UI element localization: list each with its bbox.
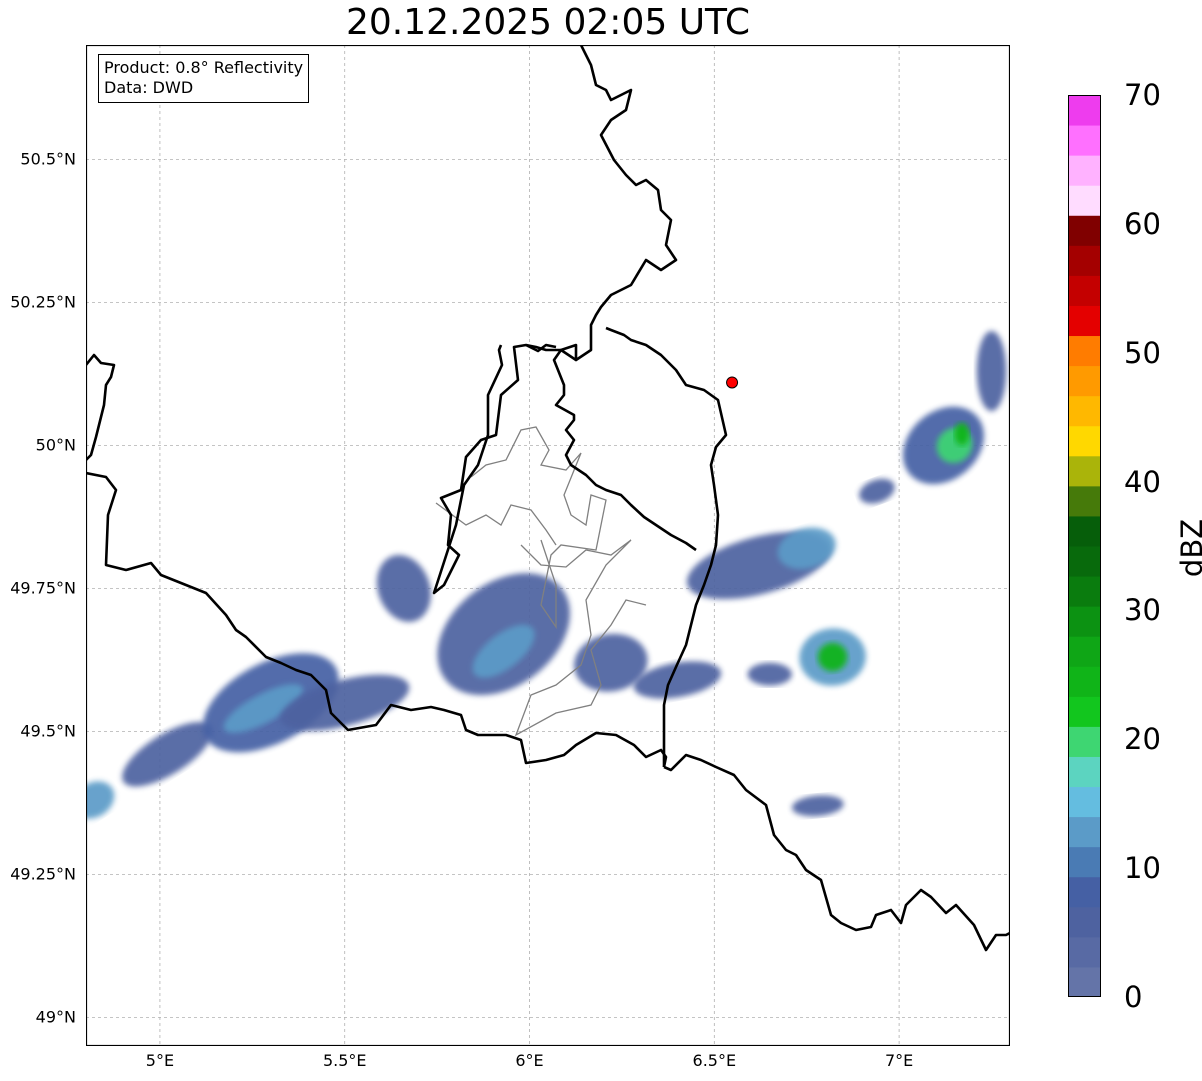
colorbar-segment — [1068, 275, 1101, 306]
colorbar-segment — [1068, 245, 1101, 276]
colorbar-segment — [1068, 335, 1101, 367]
colorbar-tick-label: 40 — [1124, 464, 1161, 499]
data-source-label: Data: DWD — [104, 78, 194, 97]
colorbar-segment — [1068, 546, 1101, 577]
colorbar-segment — [1068, 936, 1101, 968]
lon-tick-label: 6.5°E — [692, 1051, 737, 1070]
reflectivity-echo — [223, 684, 304, 733]
colorbar-segment — [1068, 966, 1101, 997]
colorbar-frame — [1068, 95, 1101, 997]
colorbar-tick-label: 10 — [1124, 851, 1161, 886]
reflectivity-echo — [122, 722, 213, 787]
colorbar-segment — [1068, 696, 1101, 727]
lon-tick-label: 5°E — [145, 1051, 175, 1070]
colorbar-segment — [1068, 365, 1101, 397]
markers — [726, 376, 739, 389]
reflectivity-echo — [86, 781, 115, 819]
colorbar-tick-label: 30 — [1124, 593, 1161, 628]
gridlines — [86, 45, 1010, 1046]
border-belgium-france — [86, 471, 668, 768]
reflectivity-echo — [472, 624, 535, 678]
colorbar-segment — [1068, 125, 1101, 156]
colorbar-segment — [1068, 876, 1101, 908]
lat-tick-label: 49.5°N — [20, 721, 76, 741]
colorbar-segment — [1068, 846, 1101, 878]
lon-tick-label: 7°E — [884, 1051, 914, 1070]
colorbar-segment — [1068, 305, 1101, 337]
map-title: 20.12.2025 02:05 UTC — [345, 2, 751, 43]
colorbar-segment — [1068, 95, 1101, 126]
lat-tick-label: 50.25°N — [10, 292, 76, 312]
district-boundary — [514, 539, 647, 737]
border-belgium-luxembourg — [552, 45, 697, 552]
colorbar-segment — [1068, 666, 1101, 697]
colorbar-segment — [1068, 185, 1101, 216]
colorbar-tick-label: 50 — [1124, 335, 1161, 370]
lat-tick-label: 49°N — [35, 1007, 76, 1027]
colorbar-tick-label: 60 — [1124, 206, 1161, 241]
lon-tick-label: 6°E — [515, 1051, 544, 1070]
colorbar-segment — [1068, 395, 1101, 427]
colorbar-segment — [1068, 155, 1101, 186]
colorbar-segment — [1068, 425, 1101, 457]
colorbar-segment — [1068, 455, 1101, 487]
colorbar-segment — [1068, 485, 1101, 517]
border-luxembourg-east — [525, 343, 557, 353]
border-luxembourg-west — [432, 343, 577, 595]
reflectivity-echo — [777, 527, 836, 570]
colorbar-label: dBZ — [1175, 518, 1202, 578]
radar-site-marker — [726, 376, 739, 389]
border-france-germany-south — [663, 753, 1010, 952]
lon-tick-label: 5.5°E — [322, 1051, 367, 1070]
lat-tick-label: 50°N — [35, 435, 76, 455]
reflectivity-echo — [954, 422, 970, 446]
lat-tick-label: 50.5°N — [20, 149, 76, 169]
colorbar-segment — [1068, 606, 1101, 637]
reflectivity-echo — [633, 661, 722, 699]
colorbar-tick-label: 20 — [1124, 722, 1161, 757]
colorbar-segment — [1068, 515, 1101, 547]
reflectivity-echo — [376, 554, 431, 622]
radar-map — [86, 45, 1010, 1046]
reflectivity-echo — [817, 642, 848, 672]
colorbar-segment — [1068, 756, 1101, 788]
border-top-left — [86, 353, 116, 461]
colorbar-tick-label: 0 — [1124, 980, 1143, 1014]
reflectivity-echo — [976, 331, 1007, 412]
product-label: Product: 0.8° Reflectivity — [104, 58, 304, 77]
reflectivity-echo — [792, 795, 844, 817]
map-canvas — [86, 45, 1010, 1046]
product-info-box: Product: 0.8° Reflectivity Data: DWD — [98, 54, 310, 103]
border-germany-france — [605, 326, 728, 767]
colorbar-segment — [1068, 786, 1101, 818]
district-boundary — [435, 502, 557, 546]
borders — [435, 426, 647, 737]
district-boundary — [470, 426, 607, 630]
country-borders — [86, 45, 1010, 952]
lat-tick-label: 49.25°N — [10, 864, 76, 884]
map-frame — [86, 45, 1010, 1046]
lat-tick-label: 49.75°N — [10, 578, 76, 598]
colorbar-segment — [1068, 726, 1101, 757]
reflectivity-echo — [747, 662, 792, 686]
colorbar-tick-label: 70 — [1124, 78, 1161, 112]
colorbar — [1068, 95, 1101, 997]
colorbar-segment — [1068, 816, 1101, 848]
reflectivity-layer — [86, 331, 1007, 819]
colorbar-segment — [1068, 215, 1101, 246]
reflectivity-echo — [859, 478, 895, 504]
reflectivity-echo — [280, 674, 410, 731]
colorbar-segment — [1068, 906, 1101, 938]
colorbar-segment — [1068, 636, 1101, 667]
colorbar-segment — [1068, 576, 1101, 607]
